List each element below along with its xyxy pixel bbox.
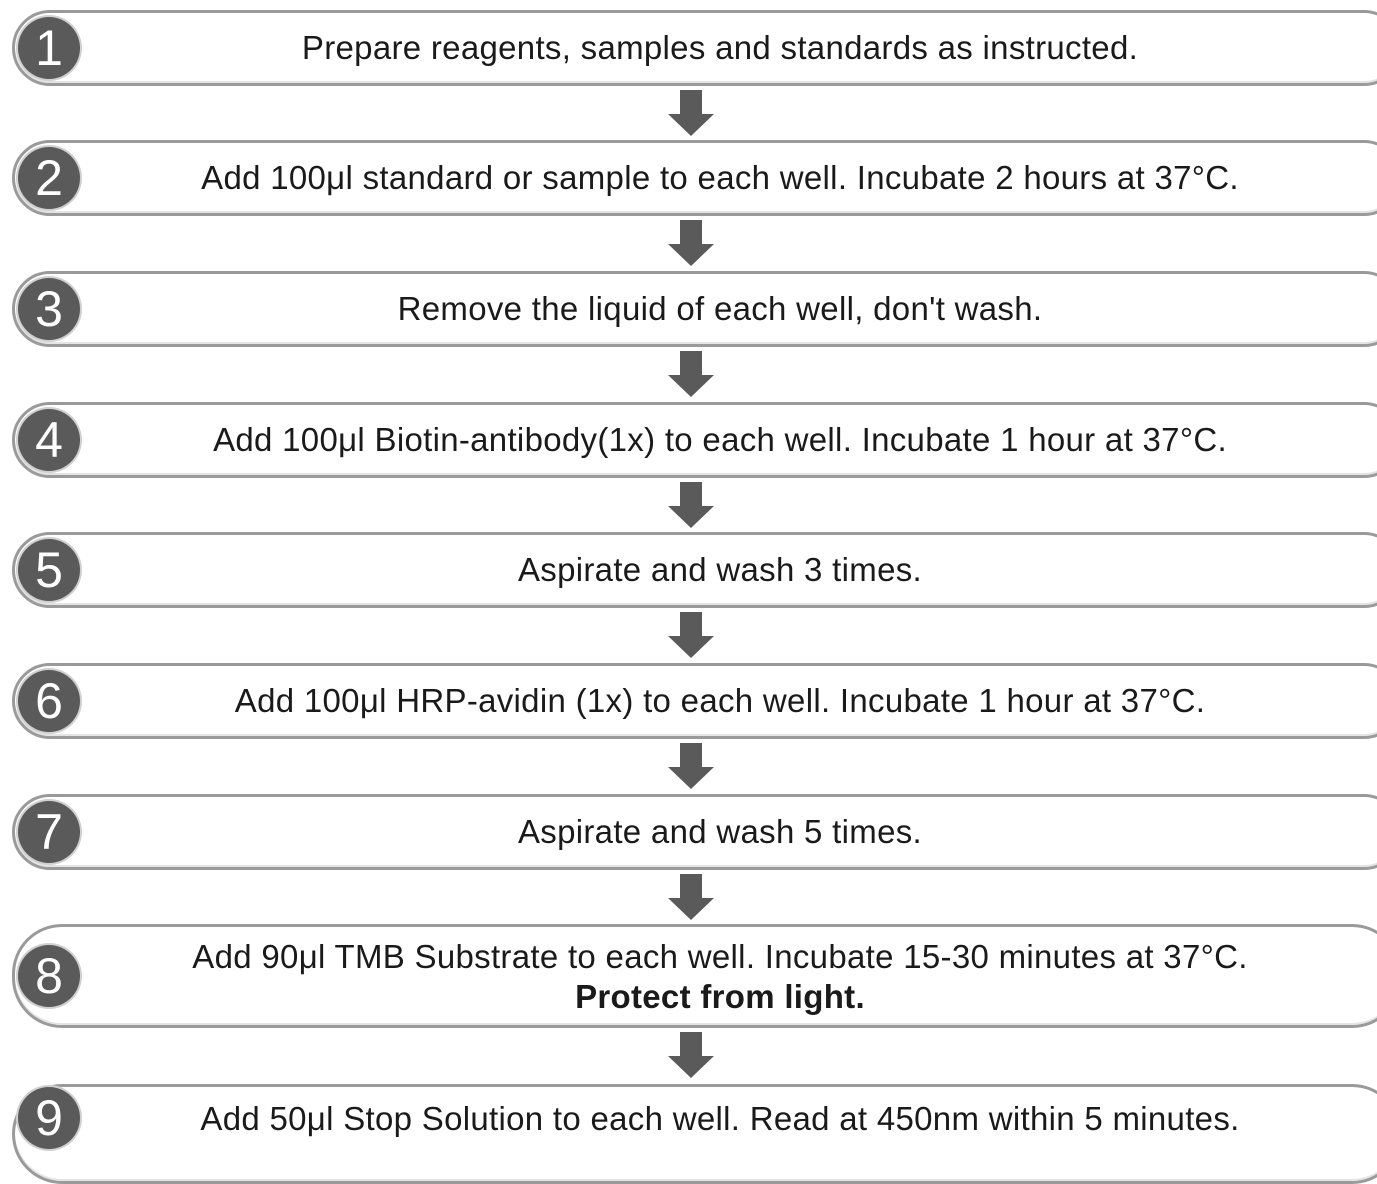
- step-text: Aspirate and wash 3 times.: [518, 551, 922, 588]
- step-number-badge: 3: [18, 278, 80, 340]
- step-1-box: 1 Prepare reagents, samples and standard…: [12, 10, 1377, 86]
- step-number-badge: 1: [18, 17, 80, 79]
- down-arrow-icon: [668, 743, 714, 793]
- step-text: Add 100μl HRP-avidin (1x) to each well. …: [234, 682, 1206, 719]
- step-warning-text: Protect from light.: [575, 978, 865, 1015]
- step-5-box: 5 Aspirate and wash 3 times.: [12, 532, 1377, 608]
- step-number-badge: 6: [18, 670, 80, 732]
- step-number-badge: 9: [18, 1087, 80, 1149]
- step-text-block: Add 90μl TMB Substrate to each well. Inc…: [85, 937, 1355, 1017]
- protocol-flowchart: 1 Prepare reagents, samples and standard…: [12, 10, 1377, 1184]
- step-3-box: 3 Remove the liquid of each well, don't …: [12, 271, 1377, 347]
- down-arrow-icon: [668, 874, 714, 924]
- step-text: Add 90μl TMB Substrate to each well. Inc…: [192, 938, 1248, 975]
- step-text: Add 100μl Biotin-antibody(1x) to each we…: [213, 421, 1227, 458]
- step-2-box: 2 Add 100μl standard or sample to each w…: [12, 140, 1377, 216]
- down-arrow-icon: [668, 220, 714, 270]
- step-text: Add 50μl Stop Solution to each well. Rea…: [200, 1100, 1240, 1137]
- step-text: Prepare reagents, samples and standards …: [301, 29, 1139, 66]
- step-text: Remove the liquid of each well, don't wa…: [397, 290, 1043, 327]
- step-8-box: 8 Add 90μl TMB Substrate to each well. I…: [12, 924, 1377, 1028]
- step-9-box: 9 Add 50μl Stop Solution to each well. R…: [12, 1084, 1377, 1184]
- step-text: Add 100μl standard or sample to each wel…: [201, 159, 1239, 196]
- step-7-box: 7 Aspirate and wash 5 times.: [12, 794, 1377, 870]
- step-6-box: 6 Add 100μl HRP-avidin (1x) to each well…: [12, 663, 1377, 739]
- step-number-badge: 2: [18, 147, 80, 209]
- step-number-badge: 4: [18, 409, 80, 471]
- down-arrow-icon: [668, 90, 714, 140]
- down-arrow-icon: [668, 612, 714, 662]
- step-4-box: 4 Add 100μl Biotin-antibody(1x) to each …: [12, 402, 1377, 478]
- down-arrow-icon: [668, 482, 714, 532]
- step-number-badge: 5: [18, 539, 80, 601]
- step-number-badge: 7: [18, 801, 80, 863]
- step-text: Aspirate and wash 5 times.: [518, 813, 922, 850]
- down-arrow-icon: [668, 351, 714, 401]
- step-number-badge: 8: [18, 945, 80, 1007]
- down-arrow-icon: [668, 1032, 714, 1082]
